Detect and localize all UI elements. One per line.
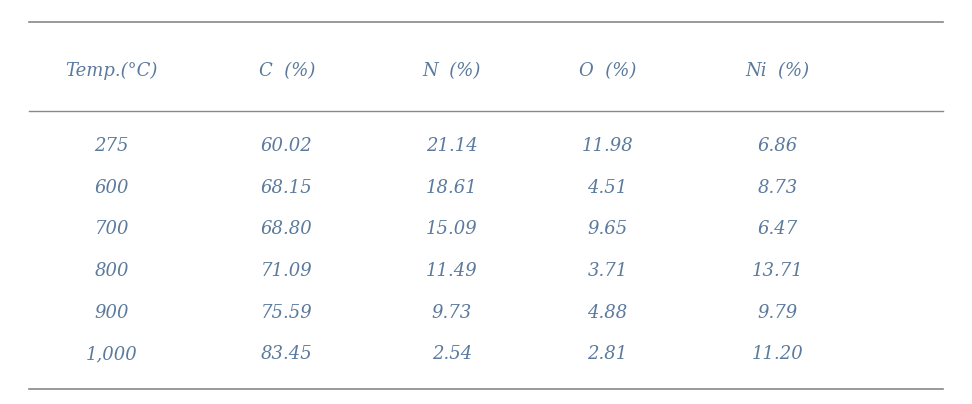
Text: 9.73: 9.73 bbox=[432, 304, 472, 322]
Text: 2.81: 2.81 bbox=[587, 345, 628, 363]
Text: 68.15: 68.15 bbox=[260, 179, 313, 197]
Text: 6.47: 6.47 bbox=[757, 221, 798, 238]
Text: N  (%): N (%) bbox=[423, 62, 481, 80]
Text: 60.02: 60.02 bbox=[260, 137, 313, 155]
Text: Temp.(°C): Temp.(°C) bbox=[65, 61, 158, 80]
Text: 21.14: 21.14 bbox=[426, 137, 478, 155]
Text: 13.71: 13.71 bbox=[751, 262, 804, 280]
Text: 600: 600 bbox=[94, 179, 129, 197]
Text: 275: 275 bbox=[94, 137, 129, 155]
Text: 75.59: 75.59 bbox=[260, 304, 313, 322]
Text: 6.86: 6.86 bbox=[757, 137, 798, 155]
Text: 800: 800 bbox=[94, 262, 129, 280]
Text: 3.71: 3.71 bbox=[587, 262, 628, 280]
Text: 700: 700 bbox=[94, 221, 129, 238]
Text: 2.54: 2.54 bbox=[432, 345, 472, 363]
Text: 15.09: 15.09 bbox=[426, 221, 478, 238]
Text: 4.88: 4.88 bbox=[587, 304, 628, 322]
Text: 9.65: 9.65 bbox=[587, 221, 628, 238]
Text: O  (%): O (%) bbox=[578, 62, 637, 80]
Text: 11.49: 11.49 bbox=[426, 262, 478, 280]
Text: 71.09: 71.09 bbox=[260, 262, 313, 280]
Text: 83.45: 83.45 bbox=[260, 345, 313, 363]
Text: 900: 900 bbox=[94, 304, 129, 322]
Text: 68.80: 68.80 bbox=[260, 221, 313, 238]
Text: 18.61: 18.61 bbox=[426, 179, 478, 197]
Text: 9.79: 9.79 bbox=[757, 304, 798, 322]
Text: 8.73: 8.73 bbox=[757, 179, 798, 197]
Text: 4.51: 4.51 bbox=[587, 179, 628, 197]
Text: 11.98: 11.98 bbox=[581, 137, 634, 155]
Text: 11.20: 11.20 bbox=[751, 345, 804, 363]
Text: C  (%): C (%) bbox=[259, 62, 315, 80]
Text: 1,000: 1,000 bbox=[86, 345, 138, 363]
Text: Ni  (%): Ni (%) bbox=[746, 62, 810, 80]
